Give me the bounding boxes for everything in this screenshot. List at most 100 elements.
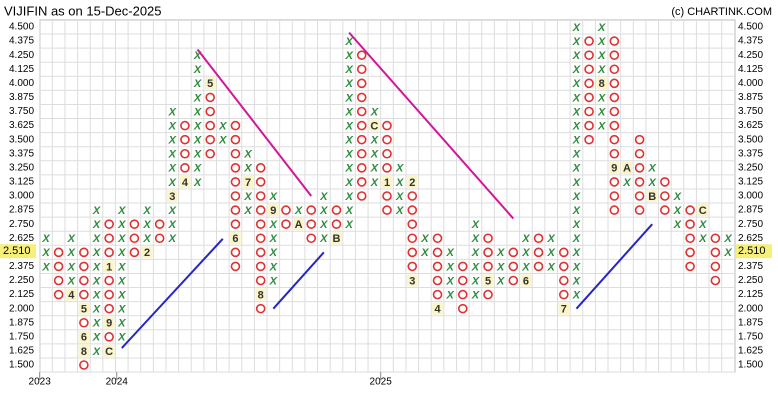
column: 32	[406, 175, 418, 287]
o-box	[533, 261, 544, 272]
month-marker: 6	[232, 233, 238, 245]
x-box: X	[648, 177, 657, 189]
o-box	[281, 205, 291, 215]
x-box: X	[673, 191, 682, 203]
o-box	[205, 134, 215, 145]
y-tick-label-right: 3.000	[738, 191, 763, 202]
y-tick-label: 3.000	[9, 191, 34, 202]
x-box: X	[344, 177, 353, 189]
month-marker: C	[370, 120, 378, 132]
x-box: X	[117, 205, 126, 217]
month-marker-bg	[369, 119, 380, 132]
x-box: X	[193, 149, 202, 161]
x-box: X	[648, 163, 657, 175]
x-box: X	[521, 233, 530, 245]
y-tick-label-right: 2.000	[738, 303, 763, 314]
x-box: X	[420, 233, 429, 245]
o-box	[230, 177, 241, 187]
o-box	[609, 148, 620, 159]
column	[685, 205, 695, 272]
o-box	[230, 219, 241, 229]
month-marker: 7	[245, 177, 251, 189]
x-box: X	[168, 219, 177, 231]
month-marker-bg	[520, 274, 532, 287]
x-box: X	[723, 247, 732, 259]
o-box	[457, 303, 468, 314]
o-box	[584, 64, 594, 75]
column: BXX	[646, 163, 658, 203]
month-marker-bg	[697, 204, 709, 217]
month-marker: 3	[169, 191, 175, 203]
o-box	[306, 233, 317, 244]
credit: (c) CHARTINK.COM	[671, 6, 772, 18]
x-tick-label: 2023	[29, 377, 52, 388]
o-box	[356, 163, 367, 173]
month-marker: 8	[258, 289, 264, 301]
o-box	[660, 177, 670, 187]
month-marker-bg	[78, 330, 90, 343]
o-box	[180, 120, 190, 131]
o-box	[609, 92, 620, 103]
y-tick-label: 3.250	[9, 162, 34, 173]
x-box: X	[92, 219, 101, 231]
o-box	[356, 50, 367, 60]
y-tick-label: 2.000	[9, 303, 34, 314]
o-box	[129, 247, 140, 258]
o-box	[685, 233, 695, 244]
x-box: X	[193, 92, 202, 104]
y-tick-label: 4.250	[9, 50, 34, 61]
column	[129, 219, 140, 258]
y-tick-label: 2.250	[9, 275, 34, 286]
x-box: X	[547, 233, 556, 245]
x-box: X	[344, 163, 353, 175]
y-tick-label: 1.875	[9, 317, 34, 328]
x-box: X	[117, 233, 126, 245]
o-box	[356, 191, 367, 201]
x-box: X	[269, 191, 278, 203]
plot-area	[39, 19, 736, 373]
o-box	[255, 205, 266, 215]
y-tick-label: 1.625	[9, 346, 34, 357]
o-box	[609, 120, 620, 131]
o-box	[255, 219, 266, 229]
column: 6	[230, 120, 241, 272]
o-box	[432, 247, 443, 258]
o-box	[104, 289, 114, 300]
month-marker: 2	[144, 247, 150, 259]
o-box	[180, 163, 190, 173]
month-marker-bg	[596, 77, 608, 90]
y-tick-label-right: 3.625	[738, 120, 763, 131]
y-tick-label-right: 3.750	[738, 106, 763, 117]
column: XX	[723, 233, 732, 259]
o-box	[609, 205, 620, 215]
o-box	[79, 289, 89, 300]
x-box: X	[319, 233, 328, 245]
month-marker-bg	[204, 77, 216, 90]
y-tick-label: 1.500	[9, 360, 34, 371]
x-box: X	[41, 261, 50, 273]
o-box	[382, 163, 392, 173]
x-box: X	[673, 205, 682, 217]
month-marker: 5	[81, 304, 87, 316]
x-box: X	[597, 92, 606, 104]
y-tick-label: 3.875	[9, 92, 34, 103]
x-box: X	[243, 163, 252, 175]
x-box: X	[471, 275, 480, 287]
trendline	[575, 223, 653, 310]
trendline	[348, 31, 515, 220]
month-marker: 4	[182, 177, 189, 189]
trendline	[196, 48, 313, 197]
x-box: X	[572, 22, 581, 34]
x-box: X	[218, 120, 227, 132]
x-box: X	[572, 92, 581, 104]
x-box: X	[117, 261, 126, 273]
o-box	[508, 275, 519, 286]
y-tick-label: 2.625	[9, 233, 34, 244]
x-box: X	[193, 78, 202, 90]
